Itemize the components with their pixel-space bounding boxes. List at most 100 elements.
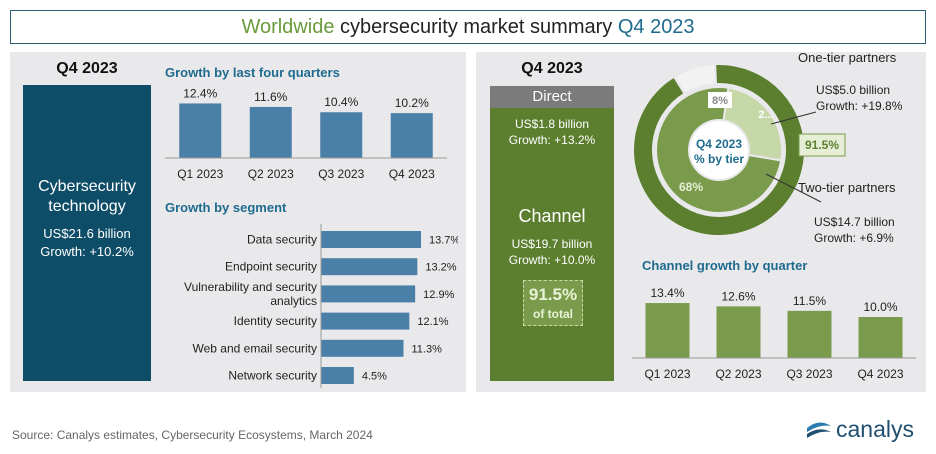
segment-value-label: 11.3% bbox=[411, 343, 442, 355]
bar-4 bbox=[858, 317, 903, 358]
segment-value-label: 12.9% bbox=[423, 289, 454, 301]
inner-ring-slice-1 bbox=[722, 86, 783, 162]
segment-value-label: 12.1% bbox=[417, 316, 448, 328]
segment-bar-1 bbox=[321, 231, 422, 248]
segment-category-label: Endpoint security bbox=[225, 260, 317, 274]
category-label: Q2 2023 bbox=[248, 167, 294, 181]
segment-value-label: 13.7% bbox=[429, 235, 458, 247]
segment-chart-title: Growth by segment bbox=[165, 200, 287, 215]
category-label: Q4 2023 bbox=[389, 167, 435, 181]
channel-label: Channel bbox=[518, 206, 586, 226]
category-label: Q2 2023 bbox=[715, 367, 761, 381]
channel-summary-box: US$1.8 billion Growth: +13.2% Channel US… bbox=[490, 108, 614, 381]
one-tier-leader-line bbox=[770, 111, 817, 125]
direct-header: Direct bbox=[490, 86, 614, 108]
right-quarter-label: Q4 2023 bbox=[521, 60, 583, 77]
category-label: Q1 2023 bbox=[177, 167, 223, 181]
inner-ring-slice-2 bbox=[655, 86, 783, 214]
channel-value: US$19.7 billion bbox=[511, 237, 593, 251]
channel-figures: US$19.7 billion Growth: +10.0% bbox=[490, 236, 614, 268]
bar-1 bbox=[645, 303, 690, 358]
bar-2 bbox=[249, 106, 292, 158]
technology-growth: Growth: +10.2% bbox=[40, 244, 134, 259]
technology-panel: Q4 2023 Cybersecurity technology US$21.6… bbox=[10, 52, 466, 392]
channel-panel: Q4 2023 Direct US$1.8 billion Growth: +1… bbox=[476, 50, 928, 392]
bar-value-label: 12.6% bbox=[721, 289, 755, 303]
one-tier-value: US$5.0 billion bbox=[816, 83, 891, 97]
channel-share-value: 91.5% bbox=[528, 285, 578, 304]
segment-category-label: Data security bbox=[247, 233, 317, 247]
category-label: Q3 2023 bbox=[318, 167, 364, 181]
channel-growth-chart: 13.4% Q1 2023 12.6% Q2 2023 11.5% Q3 2023 10.0… bbox=[632, 286, 916, 381]
bar-3 bbox=[787, 310, 832, 358]
segment-category-label: Network security bbox=[228, 369, 317, 383]
bar-value-label: 10.2% bbox=[395, 96, 429, 110]
donut-center bbox=[690, 121, 748, 179]
direct-figures: US$1.8 billion Growth: +13.2% bbox=[490, 116, 614, 148]
channel-share-caption: of total bbox=[533, 307, 573, 321]
outer-slice-label: 8% bbox=[712, 95, 728, 107]
bar-3 bbox=[320, 112, 363, 158]
bar-value-label: 10.0% bbox=[863, 300, 897, 314]
channel-growth-chart-title: Channel growth by quarter bbox=[642, 258, 808, 273]
bar-4 bbox=[390, 113, 433, 158]
source-note: Source: Canalys estimates, Cybersecurity… bbox=[12, 428, 373, 442]
segment-bar-5 bbox=[321, 339, 404, 357]
segment-growth-chart: 13.7% Data security 13.2% Endpoint security… bbox=[184, 224, 458, 388]
title-worldwide: Worldwide bbox=[241, 15, 335, 38]
left-quarter-label: Q4 2023 bbox=[56, 60, 118, 77]
bar-value-label: 10.4% bbox=[324, 95, 358, 109]
segment-value-label: 13.2% bbox=[425, 262, 456, 274]
one-tier-label: One-tier partners bbox=[798, 50, 897, 65]
two-tier-label: Two-tier partners bbox=[798, 180, 896, 195]
canalys-logo: canalys bbox=[804, 416, 928, 446]
donut-center-title: Q4 2023 bbox=[696, 137, 742, 151]
technology-value: US$21.6 billion bbox=[43, 226, 131, 241]
segment-bar-3 bbox=[321, 285, 416, 303]
bar-2 bbox=[716, 306, 761, 358]
category-label: Q1 2023 bbox=[644, 367, 690, 381]
technology-box-figures: US$21.6 billion Growth: +10.2% bbox=[23, 225, 151, 261]
category-label: Q3 2023 bbox=[786, 367, 832, 381]
segment-bar-4 bbox=[321, 312, 410, 330]
tier-donut-chart: Q4 2023% by tier 8% 2... 68% 91.5% bbox=[632, 63, 846, 237]
inner-slice-label-2: 68% bbox=[679, 180, 703, 194]
canalys-logo-icon bbox=[807, 422, 831, 438]
donut-callout-label: 91.5% bbox=[805, 138, 839, 152]
segment-category-label: Web and email security bbox=[193, 341, 318, 355]
segment-bar-6 bbox=[321, 367, 354, 384]
two-tier-figures: US$14.7 billion Growth: +6.9% bbox=[814, 214, 926, 246]
inner-slice-label-1: 2... bbox=[758, 109, 773, 121]
segment-bar-2 bbox=[321, 258, 418, 276]
segment-value-label: 4.5% bbox=[362, 371, 387, 383]
donut-callout-box bbox=[798, 133, 846, 157]
bar-value-label: 12.4% bbox=[183, 86, 217, 100]
bar-value-label: 11.5% bbox=[793, 294, 826, 308]
bar-value-label: 11.6% bbox=[254, 90, 287, 104]
page-title: Worldwide cybersecurity market summary Q… bbox=[10, 10, 926, 44]
category-label: Q4 2023 bbox=[857, 367, 903, 381]
two-tier-growth: Growth: +6.9% bbox=[814, 231, 894, 245]
one-tier-growth: Growth: +19.8% bbox=[816, 99, 903, 113]
technology-box-title: Cybersecurity technology bbox=[38, 178, 136, 215]
channel-share-box: 91.5% of total bbox=[523, 280, 583, 326]
two-tier-value: US$14.7 billion bbox=[814, 215, 895, 229]
donut-center-subtitle: % by tier bbox=[694, 152, 744, 166]
two-tier-leader-line bbox=[765, 173, 822, 203]
quarters-growth-chart: 12.4% Q1 2023 11.6% Q2 2023 10.4% Q3 2023 10.2… bbox=[165, 86, 447, 181]
canalys-wordmark: canalys bbox=[836, 416, 914, 442]
direct-growth: Growth: +13.2% bbox=[508, 133, 596, 147]
title-middle: cybersecurity market summary bbox=[334, 15, 618, 38]
channel-growth: Growth: +10.0% bbox=[508, 253, 596, 267]
segment-category-label: Vulnerability and security bbox=[184, 280, 317, 294]
technology-summary-box: Cybersecurity technology US$21.6 billion… bbox=[23, 85, 151, 381]
bar-value-label: 13.4% bbox=[650, 286, 684, 300]
direct-value: US$1.8 billion bbox=[514, 117, 590, 131]
one-tier-figures: US$5.0 billion Growth: +19.8% bbox=[816, 82, 928, 114]
outer-ring-slice-2 bbox=[632, 63, 806, 237]
title-quarter: Q4 2023 bbox=[617, 15, 695, 38]
outer-slice-label-bg bbox=[708, 92, 732, 108]
bar-1 bbox=[179, 103, 222, 158]
quarters-chart-title: Growth by last four quarters bbox=[165, 65, 340, 80]
segment-category-label: analytics bbox=[270, 294, 317, 308]
